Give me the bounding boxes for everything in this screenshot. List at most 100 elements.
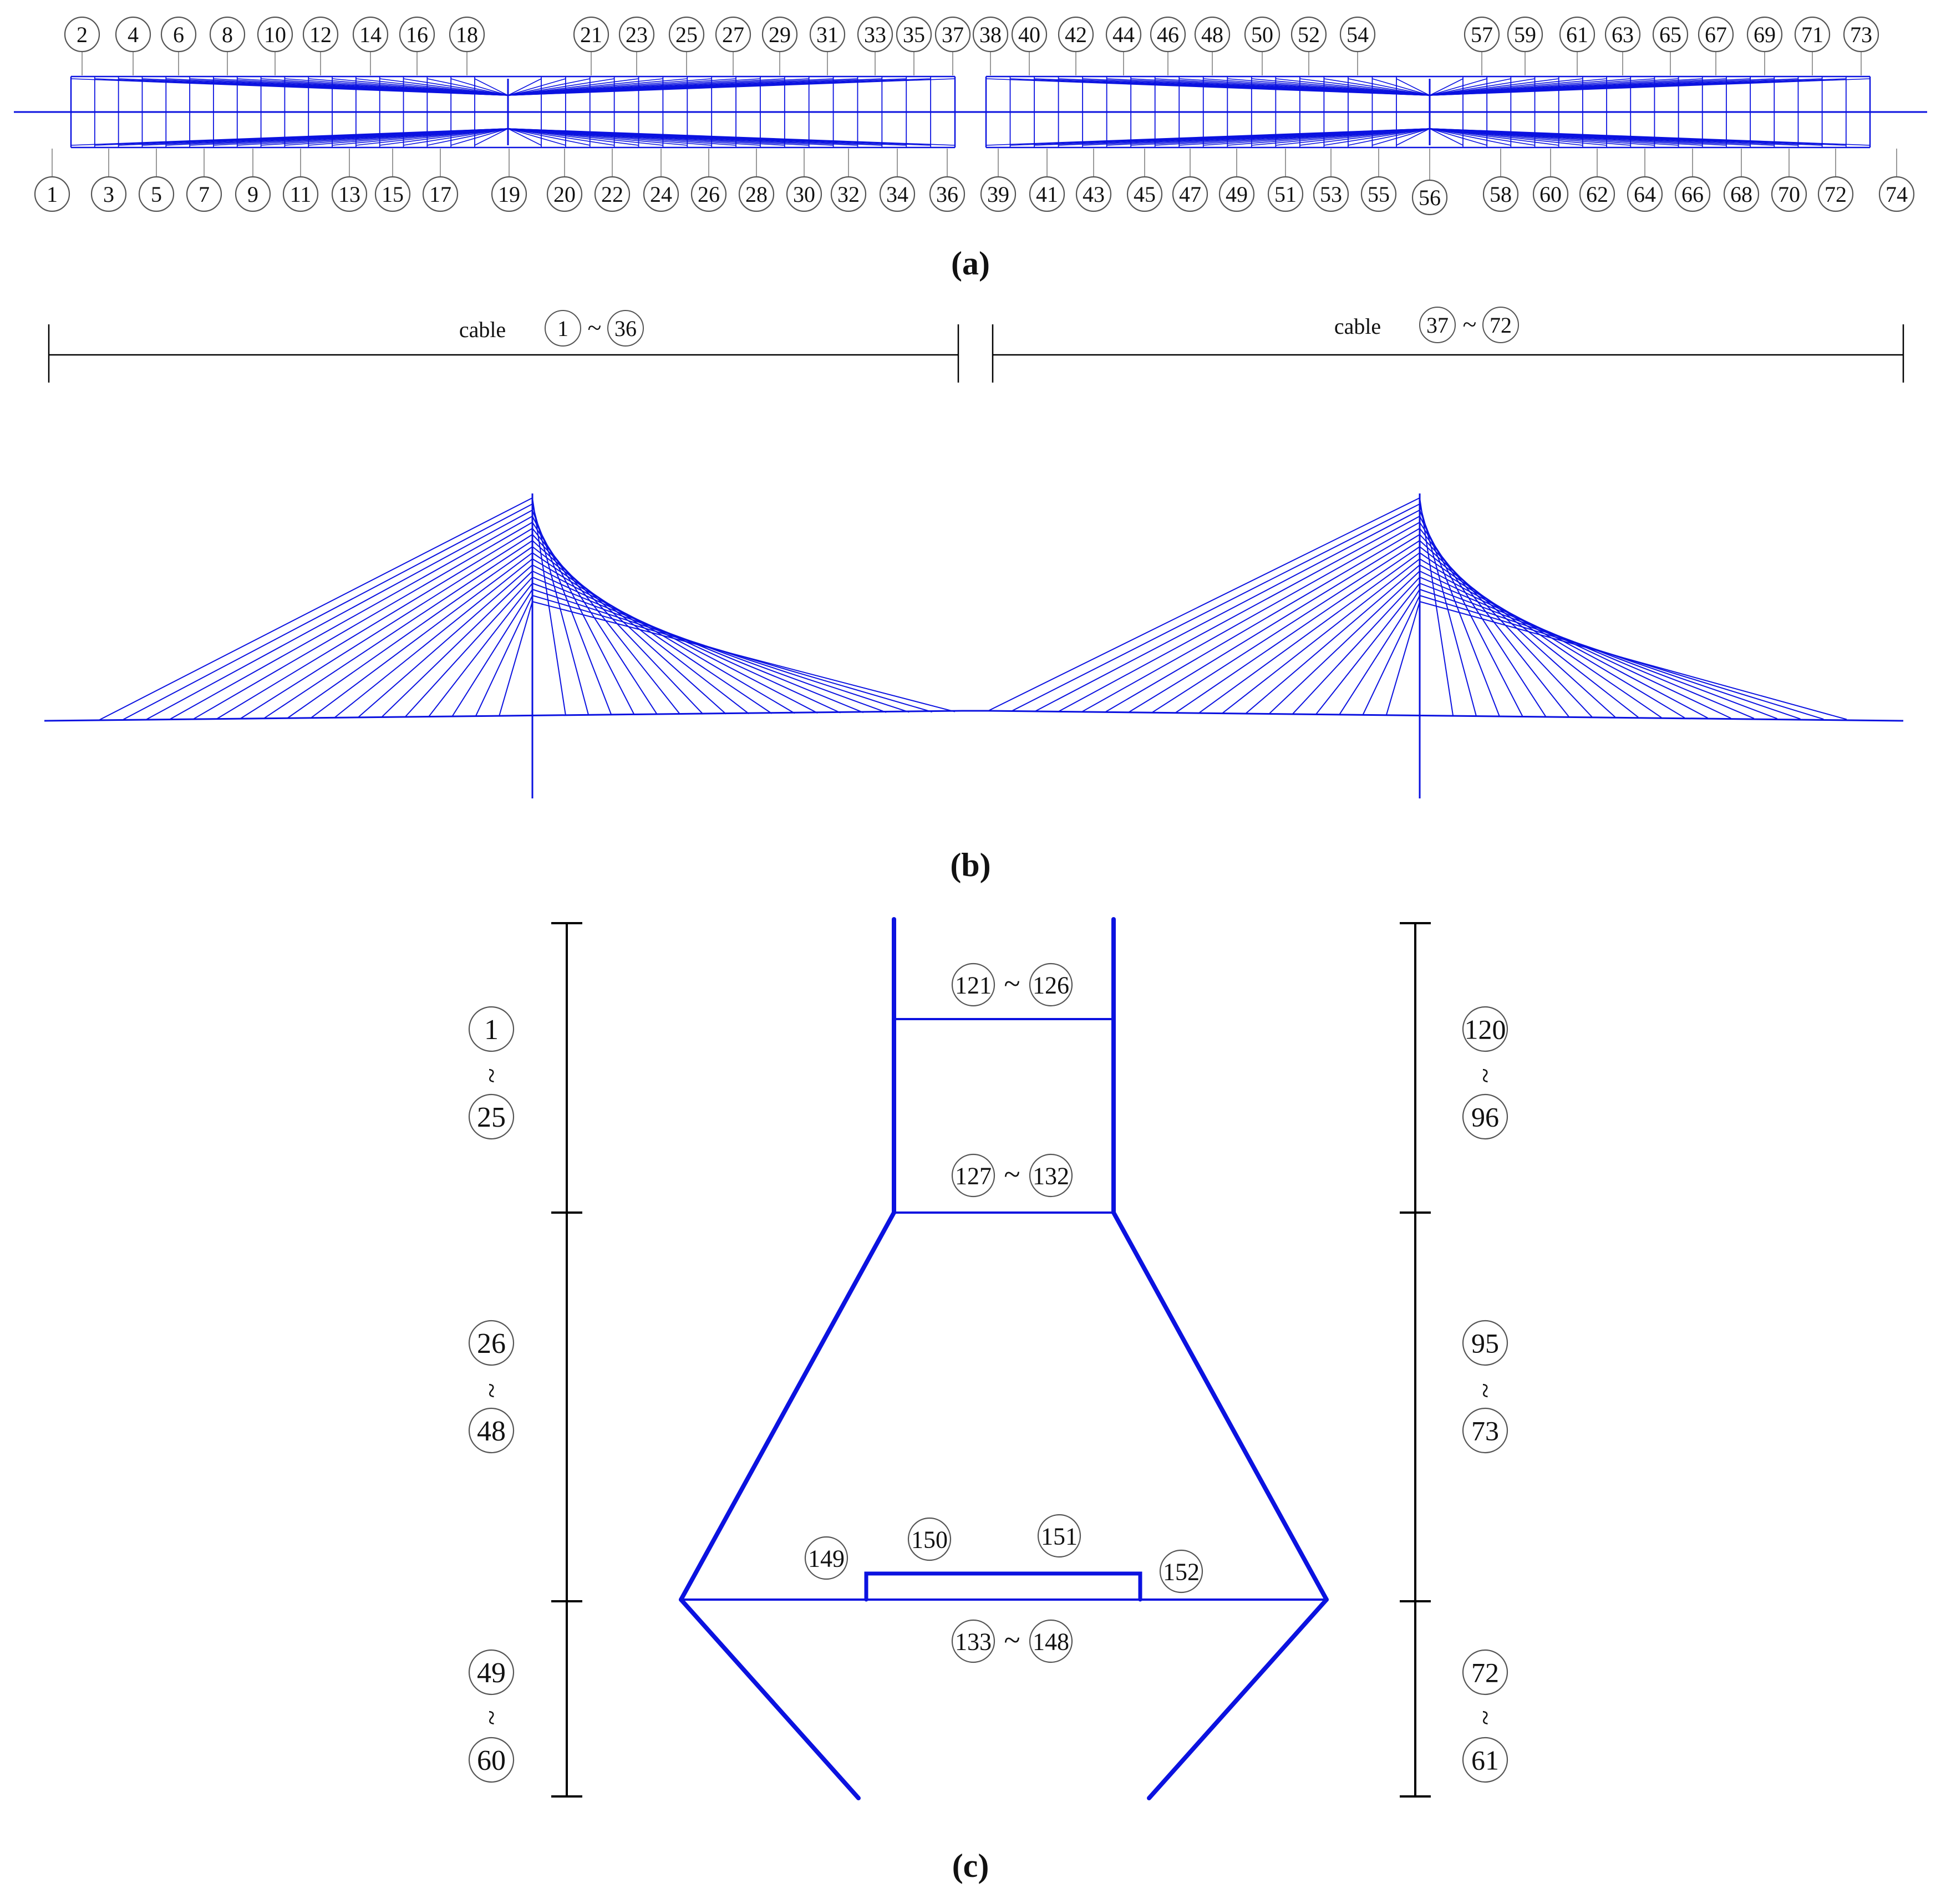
element-label-64: 64: [1627, 176, 1663, 212]
svg-text:11: 11: [290, 182, 312, 207]
element-label-61: 61: [1559, 16, 1596, 53]
pylon-beams: [681, 1018, 1327, 1601]
pylon-left-range-48: 48: [468, 1407, 515, 1454]
cable-word-left: cable: [459, 317, 506, 342]
svg-text:8: 8: [222, 22, 233, 47]
cable-48: [1245, 564, 1420, 714]
svg-text:71: 71: [1801, 22, 1823, 47]
cable-55: [1419, 601, 1847, 720]
element-label-38: 38: [972, 16, 1009, 53]
element-label-60: 60: [1532, 176, 1569, 212]
svg-text:21: 21: [580, 22, 602, 47]
cable-3: [145, 510, 533, 721]
pylon-deck-support: [864, 1571, 1142, 1602]
cable-49: [1269, 571, 1420, 714]
element-label-65: 65: [1652, 16, 1689, 53]
svg-text:35: 35: [903, 22, 925, 47]
element-label-46: 46: [1150, 16, 1186, 53]
svg-text:74: 74: [1886, 182, 1908, 207]
cable-19: [532, 601, 956, 712]
element-label-35: 35: [896, 16, 932, 53]
element-label-44: 44: [1105, 16, 1142, 53]
element-label-7: 7: [186, 176, 222, 212]
svg-text:3: 3: [103, 182, 114, 207]
svg-text:45: 45: [1134, 182, 1156, 207]
element-label-4: 4: [115, 16, 151, 53]
svg-text:127: 127: [955, 1162, 992, 1189]
pylon-left-range-60: 60: [468, 1737, 515, 1783]
svg-text:150: 150: [911, 1526, 948, 1553]
svg-text:20: 20: [553, 182, 576, 207]
svg-text:96: 96: [1471, 1102, 1499, 1133]
element-label-10: 10: [257, 16, 293, 53]
cable-11: [334, 558, 533, 719]
svg-text:25: 25: [675, 22, 698, 47]
svg-text:60: 60: [477, 1745, 506, 1776]
svg-text:13: 13: [338, 182, 360, 207]
svg-text:49: 49: [477, 1657, 506, 1689]
element-label-23: 23: [618, 16, 655, 53]
cable-6: [216, 528, 533, 720]
element-label-47: 47: [1172, 176, 1208, 212]
svg-text:126: 126: [1033, 971, 1069, 999]
element-label-73: 73: [1843, 16, 1879, 53]
dimension-line-left: [48, 324, 959, 383]
element-label-43: 43: [1075, 176, 1112, 212]
element-label-53: 53: [1313, 176, 1349, 212]
panel-c-pylon: 1 ~25 26 ~48 49 ~60 120 ~96 95 ~73 72 ~61 121 ~126 127…: [468, 917, 1508, 1884]
svg-text:67: 67: [1705, 22, 1727, 47]
svg-text:7: 7: [199, 182, 210, 207]
cable-stayed-elevation: [44, 493, 1904, 798]
element-label-149: 149: [804, 1536, 848, 1580]
caption-b: (b): [950, 847, 990, 883]
element-label-5: 5: [138, 176, 175, 212]
element-label-70: 70: [1771, 176, 1807, 212]
beam-label-148: 148: [1029, 1619, 1073, 1663]
cable-41: [1081, 522, 1420, 712]
pylon-dimension-left: [551, 922, 582, 1798]
svg-text:27: 27: [722, 22, 744, 47]
deck-left-span: [44, 710, 963, 722]
beam-label-sep: ~: [1004, 1623, 1020, 1657]
element-label-49: 49: [1218, 176, 1255, 212]
element-label-6: 6: [160, 16, 197, 53]
pylon-middle-right-leg: [1111, 1210, 1329, 1602]
svg-text:18: 18: [456, 22, 478, 47]
element-label-21: 21: [573, 16, 609, 53]
svg-text:32: 32: [837, 182, 860, 207]
cable-1: [98, 497, 533, 721]
svg-text:149: 149: [808, 1545, 845, 1572]
svg-text:38: 38: [979, 22, 1002, 47]
cable-16: [451, 589, 533, 717]
element-label-48: 48: [1194, 16, 1231, 53]
svg-text:36: 36: [936, 182, 958, 207]
element-label-33: 33: [857, 16, 893, 53]
element-label-150: 150: [907, 1517, 952, 1561]
cable-47: [1222, 558, 1420, 714]
cable-38: [1011, 503, 1420, 712]
pylon-right-range-sep: ~: [1470, 1068, 1501, 1083]
beam-label-126: 126: [1029, 963, 1073, 1007]
pylon-left-range-sep: ~: [476, 1068, 507, 1083]
beam-label-sep: ~: [1004, 1158, 1020, 1191]
svg-text:73: 73: [1471, 1416, 1499, 1447]
svg-text:4: 4: [128, 22, 139, 47]
svg-text:5: 5: [151, 182, 162, 207]
pylon-right-range-61: 61: [1462, 1737, 1508, 1783]
svg-text:69: 69: [1754, 22, 1776, 47]
svg-text:6: 6: [173, 22, 184, 47]
element-label-9: 9: [235, 176, 271, 212]
cable-14: [404, 577, 533, 718]
element-label-56: 56: [1411, 179, 1448, 216]
element-label-68: 68: [1723, 176, 1760, 212]
element-label-67: 67: [1698, 16, 1734, 53]
svg-text:48: 48: [477, 1416, 506, 1447]
element-label-69: 69: [1746, 16, 1783, 53]
cable-31: [532, 528, 681, 715]
svg-text:121: 121: [955, 971, 992, 999]
svg-text:31: 31: [816, 22, 839, 47]
svg-text:61: 61: [1471, 1745, 1499, 1776]
cable-10: [310, 552, 533, 719]
element-label-20: 20: [546, 176, 583, 212]
svg-text:29: 29: [769, 22, 791, 47]
